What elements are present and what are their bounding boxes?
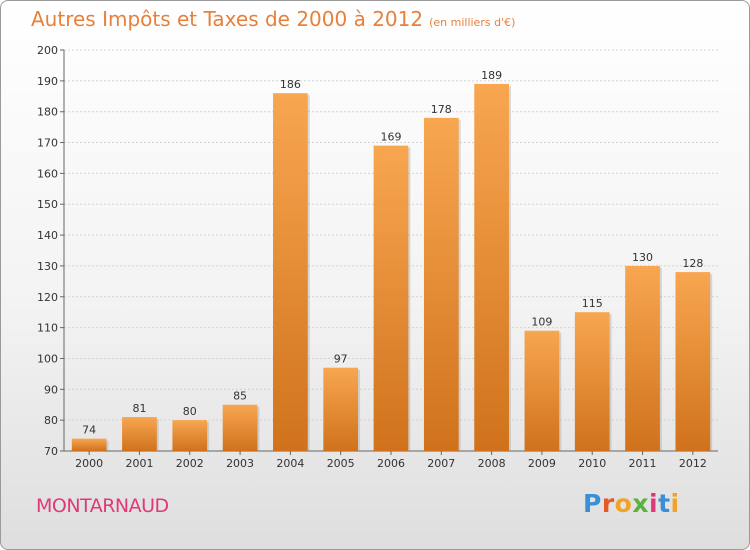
data-label: 81 [132,402,146,415]
chart-unit: (en milliers d'€) [429,16,516,29]
logo-letter: t [658,489,671,518]
x-tick-label: 2000 [75,457,103,470]
data-label: 115 [582,297,603,310]
bar-2004 [273,93,308,451]
logo-letter: P [583,489,602,518]
y-tick-label: 120 [37,291,58,304]
bar-2012 [675,272,711,451]
x-tick-label: 2009 [528,457,556,470]
bar-2002 [172,420,208,451]
y-tick-label: 160 [37,167,58,180]
y-tick-label: 150 [37,198,58,211]
x-tick-label: 2011 [629,457,657,470]
y-tick-label: 110 [37,322,58,335]
x-tick-label: 2003 [226,457,254,470]
x-tick-label: 2007 [427,457,455,470]
logo-letter: r [601,489,615,518]
x-tick-label: 2006 [377,457,405,470]
data-label: 85 [233,390,247,403]
bar-2001 [122,417,157,451]
x-tick-label: 2010 [578,457,606,470]
y-tick-label: 80 [44,414,58,427]
data-label: 80 [183,405,197,418]
y-tick-label: 190 [37,75,58,88]
y-tick-label: 130 [37,260,58,273]
data-label: 74 [82,424,96,437]
x-tick-label: 2004 [276,457,304,470]
bar-2003 [222,404,258,451]
data-label: 189 [481,69,502,82]
data-label: 109 [531,316,552,329]
data-label: 186 [280,78,301,91]
bar-2010 [574,312,610,451]
bar-2008 [474,83,509,451]
x-tick-label: 2008 [478,457,506,470]
x-tick-label: 2002 [176,457,204,470]
logo-letter: x [632,489,649,518]
y-tick-label: 170 [37,137,58,150]
y-tick-label: 200 [37,44,58,57]
y-tick-label: 90 [44,383,58,396]
labels: 7080901001101201301401501601701801902007… [37,44,707,470]
commune-name: MONTARNAUD [36,495,169,517]
data-label: 130 [632,251,653,264]
chart-title: Autres Impôts et Taxes de 2000 à 2012 (en… [31,7,515,31]
bar-2005 [323,367,359,451]
data-label: 178 [431,103,452,116]
chart-title-text: Autres Impôts et Taxes de 2000 à 2012 [31,7,424,31]
logo-letter: o [614,489,633,518]
data-label: 97 [334,353,348,366]
x-tick-label: 2005 [327,457,355,470]
data-label: 169 [381,131,402,144]
bar-2006 [373,145,409,451]
x-tick-label: 2012 [679,457,707,470]
data-label: 128 [682,257,703,270]
bar-2011 [625,265,660,451]
proxiti-logo: Proxiti [583,489,680,518]
bar-2000 [71,438,107,451]
y-tick-label: 140 [37,229,58,242]
bar-2007 [423,117,459,451]
logo-letter: i [649,489,659,518]
x-tick-label: 2001 [125,457,153,470]
bar-2009 [524,330,560,451]
bars [71,83,713,451]
y-tick-label: 70 [44,445,58,458]
y-tick-label: 180 [37,106,58,119]
y-tick-label: 100 [37,352,58,365]
logo-letter: i [670,489,680,518]
